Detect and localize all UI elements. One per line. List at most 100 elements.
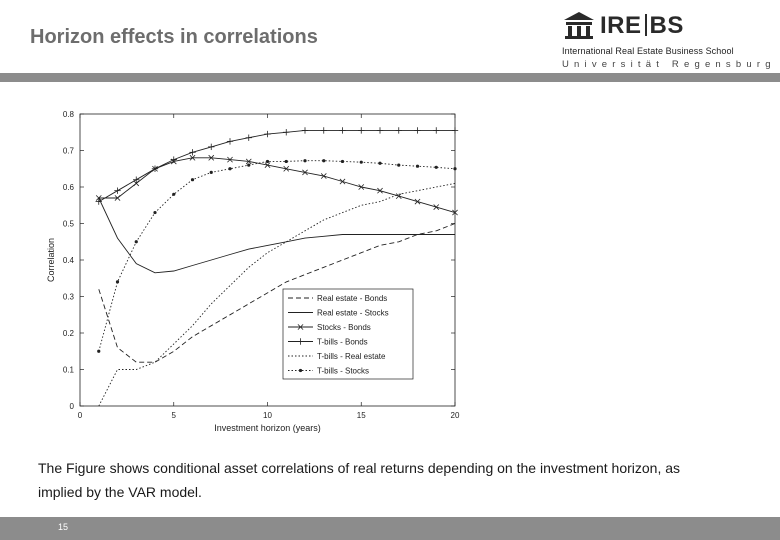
- data-point: [395, 193, 402, 200]
- y-tick-label: 0.2: [63, 329, 75, 338]
- x-tick-label: 20: [451, 411, 460, 420]
- irebs-logo: IRE BS International Real Estate Business…: [560, 8, 780, 70]
- data-point: [301, 127, 309, 134]
- data-point: [339, 127, 346, 134]
- data-point: [378, 161, 382, 165]
- slide-title: Horizon effects in correlations: [30, 26, 318, 48]
- data-point: [95, 195, 102, 201]
- data-point: [320, 173, 327, 179]
- data-point: [133, 176, 140, 183]
- legend-entry: Stocks - Bonds: [288, 323, 371, 332]
- data-point: [153, 210, 157, 215]
- x-tick-label: 15: [357, 411, 366, 420]
- data-point: [189, 154, 196, 161]
- data-point: [339, 178, 346, 185]
- legend-label: Real estate - Bonds: [317, 294, 387, 303]
- legend-label: Stocks - Bonds: [317, 323, 371, 332]
- series-2: [98, 197, 455, 274]
- logo-university: Universität Regensburg: [562, 59, 776, 70]
- data-point: [226, 138, 234, 145]
- data-point: [415, 164, 420, 168]
- series-line: [98, 160, 456, 352]
- series-4: [95, 127, 459, 205]
- legend-marker: [297, 338, 304, 345]
- legend-entry: Real estate - Stocks: [288, 309, 389, 318]
- legend-box: [282, 288, 414, 380]
- data-point: [264, 130, 271, 138]
- data-point: [433, 204, 440, 210]
- data-point: [133, 180, 140, 187]
- data-point: [170, 156, 177, 163]
- data-point: [114, 187, 121, 194]
- figure-caption: The Figure shows conditional asset corre…: [38, 460, 681, 500]
- data-point: [190, 178, 195, 182]
- data-point: [359, 160, 363, 164]
- series-line: [98, 197, 455, 274]
- legend-entry: T-bills - Real estate: [288, 352, 386, 361]
- x-axis-label: Investment horizon (years): [214, 423, 321, 433]
- series-6: [97, 159, 457, 353]
- data-point: [115, 280, 120, 284]
- data-point: [414, 127, 421, 134]
- logo-name-right: BS: [649, 12, 684, 39]
- data-point: [227, 156, 233, 163]
- data-point: [433, 127, 440, 134]
- legend-label: T-bills - Bonds: [317, 338, 368, 347]
- logo-subtitle: International Real Estate Business Schoo…: [562, 46, 734, 56]
- y-tick-label: 0.8: [63, 110, 75, 119]
- series-5: [98, 182, 456, 407]
- data-point: [264, 162, 271, 168]
- data-point: [265, 159, 270, 164]
- y-tick-label: 0.1: [63, 366, 75, 375]
- data-point: [245, 134, 252, 141]
- series-line: [98, 223, 456, 363]
- data-point: [377, 187, 383, 194]
- data-point: [340, 159, 345, 164]
- data-point: [283, 165, 290, 172]
- legend-label: Real estate - Stocks: [317, 309, 389, 318]
- data-point: [209, 170, 213, 174]
- data-point: [302, 169, 308, 176]
- data-point: [208, 154, 215, 161]
- data-point: [172, 192, 176, 196]
- building-icon: [564, 12, 594, 39]
- data-point: [283, 129, 290, 136]
- data-point: [397, 163, 401, 167]
- data-point: [134, 240, 138, 244]
- legend-label: T-bills - Stocks: [317, 367, 369, 376]
- y-tick-label: 0: [70, 402, 75, 411]
- series-line: [98, 182, 456, 407]
- data-point: [434, 165, 438, 169]
- data-point: [228, 167, 232, 171]
- data-point: [376, 127, 384, 134]
- data-point: [247, 163, 251, 167]
- y-tick-label: 0.4: [63, 256, 75, 265]
- data-point: [95, 198, 102, 205]
- header-divider-bar: [0, 73, 780, 82]
- data-point: [358, 127, 365, 134]
- legend-marker: [297, 324, 304, 330]
- legend-label: T-bills - Real estate: [317, 352, 386, 361]
- data-point: [208, 143, 215, 151]
- data-point: [97, 349, 101, 353]
- x-tick-label: 10: [263, 411, 272, 420]
- data-point: [303, 159, 307, 163]
- data-point: [189, 149, 196, 156]
- data-point: [322, 159, 326, 163]
- legend: Real estate - Bonds Real estate - Stocks S…: [282, 288, 414, 380]
- data-point: [358, 184, 365, 190]
- legend-entry: T-bills - Stocks: [288, 367, 369, 376]
- logo-name-left: IRE: [600, 12, 642, 39]
- y-tick-label: 0.7: [63, 147, 75, 156]
- y-tick-label: 0.6: [63, 183, 75, 192]
- data-point: [453, 167, 457, 171]
- data-point: [245, 158, 252, 165]
- y-axis-label: Correlation: [46, 238, 56, 282]
- page-number: 15: [58, 522, 69, 532]
- legend-marker: [298, 368, 303, 373]
- y-tick-label: 0.3: [63, 293, 75, 302]
- x-tick-label: 5: [172, 411, 177, 420]
- legend-entry: T-bills - Bonds: [288, 338, 368, 347]
- x-tick-label: 0: [78, 411, 83, 420]
- data-point: [284, 159, 288, 164]
